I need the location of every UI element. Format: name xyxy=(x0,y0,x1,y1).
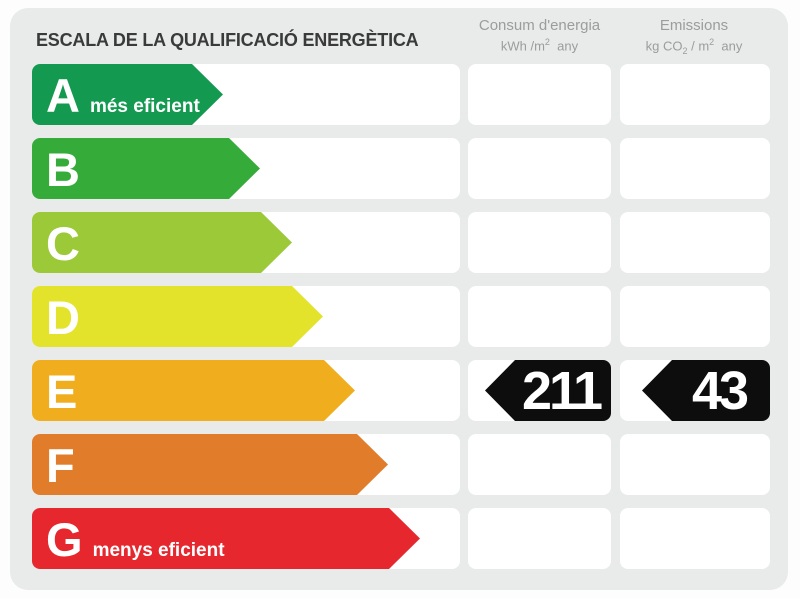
consum-value: 211 xyxy=(521,360,603,421)
band-arrow-e: E xyxy=(32,360,355,421)
column-title-consum: Consum d'energia xyxy=(478,17,601,34)
band-row-d: D xyxy=(32,286,770,347)
band-letter: A xyxy=(46,69,80,122)
band-letter: D xyxy=(46,291,80,344)
consum-cell xyxy=(468,212,611,273)
consum-cell xyxy=(468,286,611,347)
band-row-g: G menys eficient xyxy=(32,508,770,569)
column-header-emissions: Emissions kg CO2 / m2 any xyxy=(610,16,778,57)
column-unit-consum: kWh /m2 any xyxy=(500,37,579,54)
emissions-cell xyxy=(620,508,770,569)
consum-value-badge: 211 xyxy=(485,360,611,421)
consum-cell xyxy=(468,434,611,495)
band-row-b: B xyxy=(32,138,770,199)
column-unit-emissions: kg CO2 / m2 any xyxy=(645,37,743,57)
consum-cell: 211 xyxy=(468,360,611,421)
band-letter: F xyxy=(46,439,75,492)
consum-cell xyxy=(468,508,611,569)
emissions-value: 43 xyxy=(691,360,749,421)
band-arrow-a: A més eficient xyxy=(32,64,223,125)
emissions-cell xyxy=(620,64,770,125)
band-row-f: F xyxy=(32,434,770,495)
band-letter: B xyxy=(46,143,80,196)
emissions-cell xyxy=(620,212,770,273)
emissions-cell: 43 xyxy=(620,360,770,421)
band-arrow-g: G menys eficient xyxy=(32,508,420,569)
energy-certificate-panel: ESCALA DE LA QUALIFICACIÓ ENERGÈTICA Con… xyxy=(10,8,788,590)
header: ESCALA DE LA QUALIFICACIÓ ENERGÈTICA Con… xyxy=(10,8,788,64)
rating-scale: A més eficient B C xyxy=(10,64,788,569)
page-title: ESCALA DE LA QUALIFICACIÓ ENERGÈTICA xyxy=(36,30,419,50)
band-arrow-d: D xyxy=(32,286,323,347)
consum-cell xyxy=(468,64,611,125)
emissions-cell xyxy=(620,434,770,495)
band-letter: E xyxy=(46,365,78,418)
column-header-consum: Consum d'energia kWh /m2 any xyxy=(458,16,621,55)
band-letter: G xyxy=(46,513,83,566)
band-letter: C xyxy=(46,217,80,270)
band-row-a: A més eficient xyxy=(32,64,770,125)
band-note: més eficient xyxy=(89,96,200,117)
band-note: menys eficient xyxy=(92,540,225,561)
emissions-value-badge: 43 xyxy=(642,360,770,421)
emissions-cell xyxy=(620,286,770,347)
band-arrow-f: F xyxy=(32,434,388,495)
band-row-e: E 211 43 xyxy=(32,360,770,421)
band-arrow-b: B xyxy=(32,138,260,199)
band-row-c: C xyxy=(32,212,770,273)
emissions-cell xyxy=(620,138,770,199)
band-arrow-c: C xyxy=(32,212,292,273)
column-title-emissions: Emissions xyxy=(659,17,729,34)
consum-cell xyxy=(468,138,611,199)
